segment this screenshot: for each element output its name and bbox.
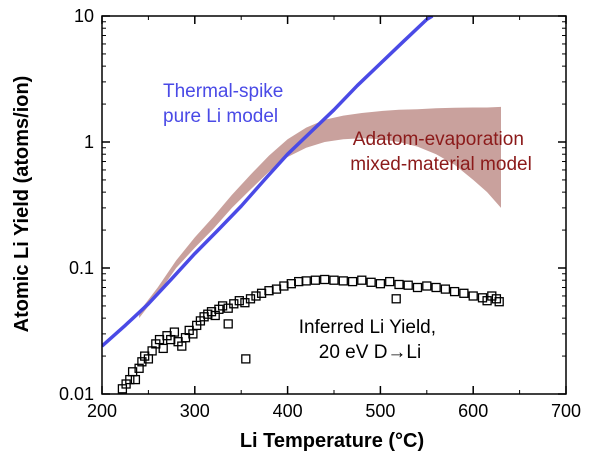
data-point <box>482 296 492 306</box>
data-point <box>130 374 141 385</box>
adatom-label: Adatom-evaporation mixed-material model <box>350 129 532 175</box>
data-point <box>375 279 386 289</box>
x-tick-label: 700 <box>551 401 581 421</box>
x-tick-label: 600 <box>458 401 488 421</box>
data-point <box>494 297 504 307</box>
thermal-spike-layer <box>102 16 434 348</box>
data-point <box>134 363 144 373</box>
data-point <box>223 319 233 329</box>
inferred-yield-label-line2: 20 eV D→Li <box>319 342 421 363</box>
data-point <box>301 276 311 286</box>
x-tick-label: 500 <box>365 401 395 421</box>
y-tick-label: 10 <box>74 6 94 26</box>
inferred-yield-label-line1: Inferred Li Yield, <box>299 317 436 338</box>
data-point <box>310 275 321 285</box>
thermal-spike-label: Thermal-spike pure Li model <box>163 81 289 127</box>
x-tick-label: 400 <box>273 401 303 421</box>
data-point <box>491 294 502 304</box>
data-point <box>449 286 460 297</box>
data-point <box>385 276 395 287</box>
data-point <box>357 275 367 285</box>
y-tick-label: 1 <box>84 132 94 152</box>
data-point <box>241 354 251 364</box>
data-point <box>459 288 469 298</box>
data-point <box>251 291 261 301</box>
data-point <box>440 284 451 294</box>
thermal-spike-line <box>102 16 434 348</box>
axis-ticks: 200 300 400 500 600 700 0.01 0.1 1 10 <box>59 6 581 421</box>
y-tick-label: 0.1 <box>69 258 94 278</box>
inferred-yield-label: Inferred Li Yield, 20 eV D→Li <box>299 317 442 363</box>
data-point <box>412 282 423 293</box>
y-tick-label: 0.01 <box>59 384 94 404</box>
adatom-band <box>139 106 501 319</box>
data-point <box>347 276 358 287</box>
data-point <box>169 327 180 337</box>
adatom-label-line1: Adatom-evaporation <box>353 129 524 150</box>
data-point <box>391 294 401 304</box>
adatom-label-line2: mixed-material model <box>350 154 532 175</box>
data-point <box>137 357 147 367</box>
data-points-layer <box>117 274 504 394</box>
thermal-spike-label-line1: Thermal-spike <box>163 81 283 102</box>
data-point <box>431 282 441 293</box>
data-point <box>245 294 256 304</box>
data-point <box>403 280 413 290</box>
data-point <box>158 343 168 354</box>
data-point <box>468 291 478 301</box>
y-axis-title: Atomic Li Yield (atoms/ion) <box>11 76 33 333</box>
data-point <box>422 281 432 291</box>
x-axis-title: Li Temperature (°C) <box>240 430 424 452</box>
data-point <box>229 299 239 309</box>
data-point <box>329 275 339 285</box>
adatom-band-layer <box>139 106 501 319</box>
data-point <box>320 274 330 285</box>
data-point <box>234 296 244 306</box>
thermal-spike-label-line2: pure Li model <box>163 106 278 127</box>
data-point <box>338 276 348 286</box>
data-point <box>366 277 376 287</box>
data-point <box>394 279 404 290</box>
x-tick-label: 200 <box>87 401 117 421</box>
x-tick-label: 300 <box>180 401 210 421</box>
data-point <box>217 301 228 311</box>
